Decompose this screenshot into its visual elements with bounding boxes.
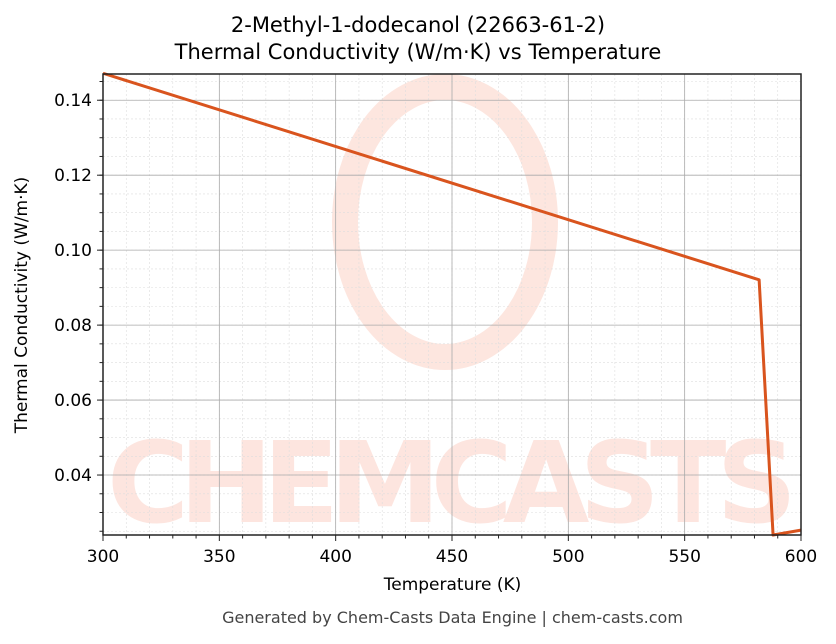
x-tick-label: 550 — [668, 547, 700, 567]
chart-title: 2-Methyl-1-dodecanol (22663-61-2) — [230, 13, 606, 37]
x-axis-label: Temperature (K) — [383, 575, 522, 595]
y-axis-label: Thermal Conductivity (W/m·K) — [12, 176, 32, 434]
x-tick-label: 350 — [203, 547, 235, 567]
y-tick-label: 0.08 — [54, 316, 92, 336]
footer-credit: Generated by Chem-Casts Data Engine | ch… — [222, 608, 683, 627]
y-tick-label: 0.10 — [54, 241, 92, 261]
y-tick-label: 0.12 — [54, 166, 92, 186]
x-tick-label: 500 — [552, 547, 584, 567]
y-tick-label: 0.04 — [54, 466, 92, 486]
x-tick-label: 450 — [436, 547, 468, 567]
y-tick-label: 0.14 — [54, 91, 92, 111]
chart-subtitle: Thermal Conductivity (W/m·K) vs Temperat… — [174, 40, 662, 64]
y-tick-label: 0.06 — [54, 391, 92, 411]
x-tick-label: 400 — [319, 547, 351, 567]
data-line — [102, 71, 802, 537]
x-tick-label: 300 — [87, 547, 119, 567]
x-tick-label: 600 — [785, 547, 817, 567]
